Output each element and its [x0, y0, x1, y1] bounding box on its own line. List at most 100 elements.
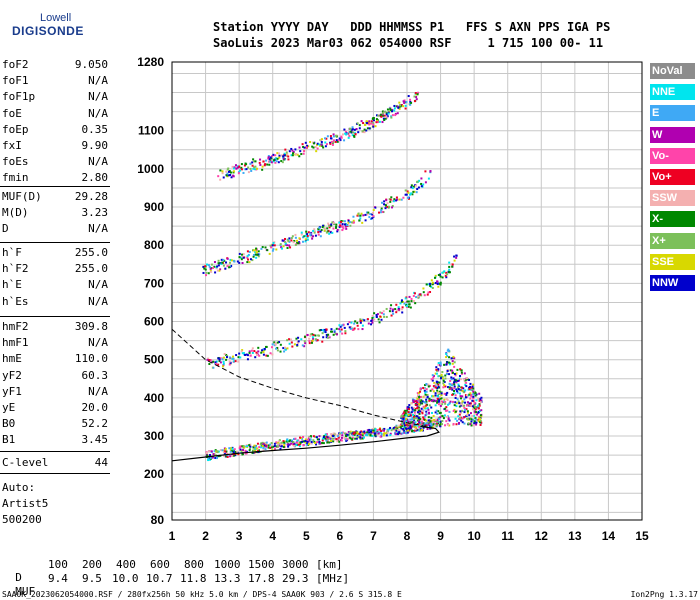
- echo-dot: [430, 424, 433, 427]
- echo-dot: [451, 388, 454, 391]
- echo-dot: [400, 432, 403, 435]
- echo-dot: [328, 437, 331, 440]
- echo-dot: [208, 458, 211, 461]
- echo-dot: [424, 401, 427, 404]
- echo-dot: [278, 439, 281, 442]
- echo-dot: [392, 427, 395, 430]
- echo-dot: [414, 416, 417, 419]
- echo-dot: [407, 420, 410, 423]
- echo-dot: [301, 437, 304, 440]
- echo-dot: [269, 446, 272, 449]
- echo-dot: [273, 341, 276, 344]
- echo-dot: [259, 443, 262, 446]
- echo-dot: [405, 305, 408, 308]
- echo-dot: [434, 420, 437, 423]
- echo-dot: [432, 390, 435, 393]
- echo-dot: [398, 431, 401, 434]
- echo-dot: [307, 440, 310, 443]
- echo-dot: [345, 130, 348, 133]
- echo-dot: [398, 105, 401, 108]
- echo-dot: [294, 243, 297, 246]
- echo-dot: [386, 428, 389, 431]
- echo-dot: [433, 381, 436, 384]
- echo-dot: [394, 308, 397, 311]
- echo-dot: [254, 449, 257, 452]
- echo-dot: [356, 324, 359, 327]
- echo-dot: [435, 380, 438, 383]
- echo-dot: [309, 333, 312, 336]
- legend-item-nne: NNE: [650, 84, 695, 101]
- echo-dot: [210, 450, 213, 453]
- echo-dot: [238, 447, 241, 450]
- echo-dot: [286, 246, 289, 249]
- echo-dot: [344, 330, 347, 333]
- echo-dot: [241, 445, 244, 448]
- echo-dot: [212, 366, 215, 369]
- echo-dot: [283, 152, 286, 155]
- echo-dot: [271, 353, 274, 356]
- echo-dot: [401, 413, 404, 416]
- echo-dot: [309, 233, 312, 236]
- echo-dot: [479, 417, 482, 420]
- echo-dot: [431, 287, 434, 290]
- echo-dot: [229, 448, 232, 451]
- echo-dot: [424, 424, 427, 427]
- echo-dot: [251, 259, 254, 262]
- echo-dot: [228, 264, 231, 267]
- echo-dot: [238, 256, 241, 259]
- echo-dot: [347, 221, 350, 224]
- echo-dot: [322, 224, 325, 227]
- echo-dot: [252, 249, 255, 252]
- echo-dot: [220, 262, 223, 265]
- param-name: foEs: [2, 155, 29, 169]
- param-row-hes: h`Es N/A: [2, 294, 108, 310]
- echo-dot: [202, 265, 205, 268]
- param-name: fmin: [2, 171, 29, 185]
- echo-dot: [305, 146, 308, 149]
- echo-dot: [472, 397, 475, 400]
- echo-dot: [413, 429, 416, 432]
- param-row-fof1p: foF1p N/A: [2, 89, 108, 105]
- echo-dot: [407, 300, 410, 303]
- echo-dot: [436, 412, 439, 415]
- echo-dot: [341, 225, 344, 228]
- echo-dot: [433, 418, 436, 421]
- echo-dot: [476, 413, 479, 416]
- echo-dot: [386, 205, 389, 208]
- echo-dot: [437, 362, 440, 365]
- echo-dot: [250, 349, 253, 352]
- echo-dot: [256, 442, 259, 445]
- echo-dot: [211, 360, 214, 363]
- echo-dot: [408, 193, 411, 196]
- echo-dot: [304, 335, 307, 338]
- echo-dot: [216, 265, 219, 268]
- echo-dot: [321, 329, 324, 332]
- echo-dot: [373, 312, 376, 315]
- echo-dot: [368, 122, 371, 125]
- echo-dot: [383, 429, 386, 432]
- echo-dot: [345, 438, 348, 441]
- echo-dot: [432, 415, 435, 418]
- echo-dot: [398, 198, 401, 201]
- echo-dot: [446, 349, 449, 352]
- echo-dot: [348, 326, 351, 329]
- echo-dot: [320, 141, 323, 144]
- echo-dot: [423, 395, 426, 398]
- echo-dot: [262, 348, 265, 351]
- echo-dot: [254, 160, 257, 163]
- echo-dot: [399, 104, 402, 107]
- echo-dot: [348, 321, 351, 324]
- echo-dot: [388, 205, 391, 208]
- echo-dot: [302, 440, 305, 443]
- echo-dot: [232, 360, 235, 363]
- echo-dot: [314, 146, 317, 149]
- echo-dot: [202, 271, 205, 274]
- echo-dot: [366, 213, 369, 216]
- echo-dot: [340, 135, 343, 138]
- echo-dot: [434, 385, 437, 388]
- echo-dot: [338, 324, 341, 327]
- echo-dot: [236, 260, 239, 263]
- echo-dot: [306, 233, 309, 236]
- echo-dot: [255, 353, 258, 356]
- echo-dot: [365, 120, 368, 123]
